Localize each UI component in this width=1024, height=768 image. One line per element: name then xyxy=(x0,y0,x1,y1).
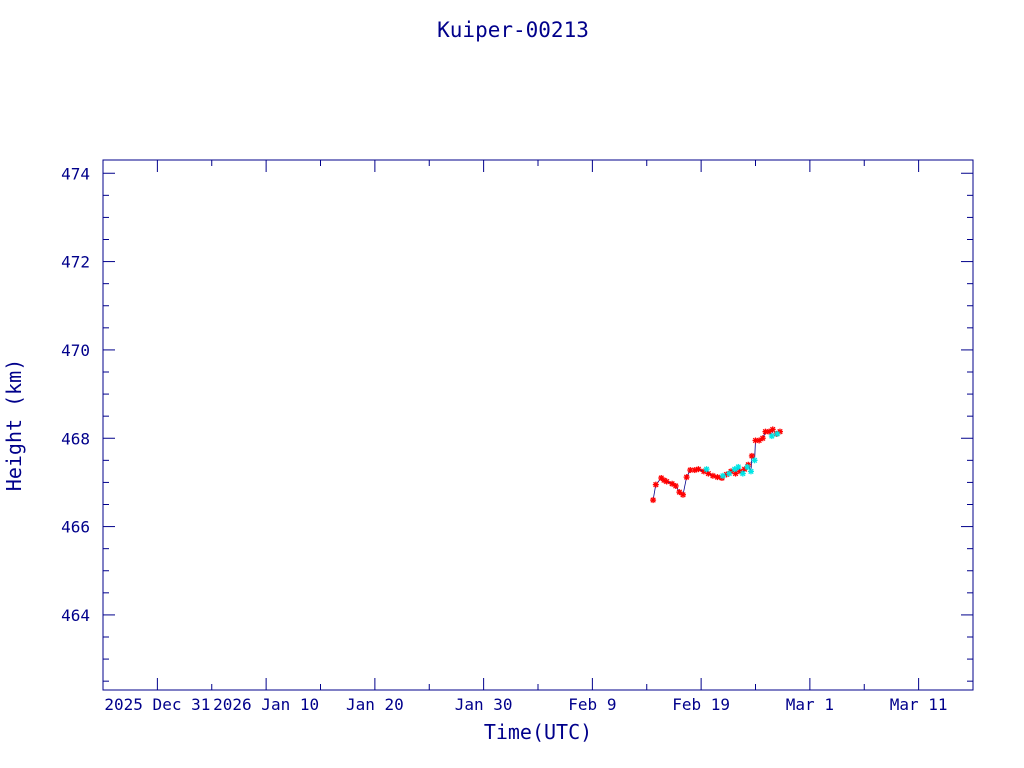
data-point-series-0 xyxy=(748,452,755,459)
x-tick-label: Feb 9 xyxy=(568,695,616,714)
data-point-series-0 xyxy=(652,481,659,488)
data-point-series-0 xyxy=(676,489,683,496)
x-tick-label: 2025 Dec 31 xyxy=(104,695,210,714)
data-point-series-0 xyxy=(650,497,657,504)
x-tick-label: Jan 20 xyxy=(346,695,404,714)
plot-frame xyxy=(102,159,974,691)
data-point-series-0 xyxy=(769,426,776,433)
x-tick-label: Feb 19 xyxy=(672,695,730,714)
y-tick-label: 472 xyxy=(61,253,90,272)
chart-title: Kuiper-00213 xyxy=(437,18,589,42)
data-point-series-1 xyxy=(751,457,758,464)
data-point-series-0 xyxy=(714,474,721,481)
y-tick-label: 474 xyxy=(61,164,90,183)
x-axis-label: Time(UTC) xyxy=(484,720,592,744)
data-point-series-0 xyxy=(683,474,690,481)
data-point-series-1 xyxy=(735,463,742,470)
x-tick-label: Jan 30 xyxy=(455,695,513,714)
data-point-series-1 xyxy=(703,466,710,473)
x-tick-label: 2026 Jan 10 xyxy=(213,695,319,714)
data-point-series-1 xyxy=(744,463,751,470)
y-tick-label: 470 xyxy=(61,341,90,360)
data-point-series-0 xyxy=(687,467,694,474)
data-point-series-0 xyxy=(709,472,716,479)
x-tick-label: Mar 1 xyxy=(786,695,834,714)
data-point-series-1 xyxy=(739,470,746,477)
data-point-series-1 xyxy=(768,433,775,440)
y-tick-label: 466 xyxy=(61,518,90,537)
plot-area xyxy=(650,426,783,504)
data-point-series-1 xyxy=(719,472,726,479)
y-axis: 464 466 468 470 472 474 xyxy=(61,164,973,682)
y-tick-label: 464 xyxy=(61,606,90,625)
y-tick-label: 468 xyxy=(61,429,90,448)
data-point-series-1 xyxy=(726,470,733,477)
x-axis: 2025 Dec 31 2026 Jan 10 Jan 20 Jan 30 Feb 9 F… xyxy=(102,160,974,714)
data-point-series-0 xyxy=(695,466,702,473)
data-point-series-0 xyxy=(759,435,766,442)
data-point-series-0 xyxy=(672,482,679,489)
data-point-series-0 xyxy=(680,491,686,498)
data-point-series-1 xyxy=(774,430,781,437)
y-axis-label: Height (km) xyxy=(2,359,26,491)
data-point-series-0 xyxy=(663,478,670,485)
x-tick-label: Mar 11 xyxy=(890,695,948,714)
data-point-series-1 xyxy=(747,468,754,475)
